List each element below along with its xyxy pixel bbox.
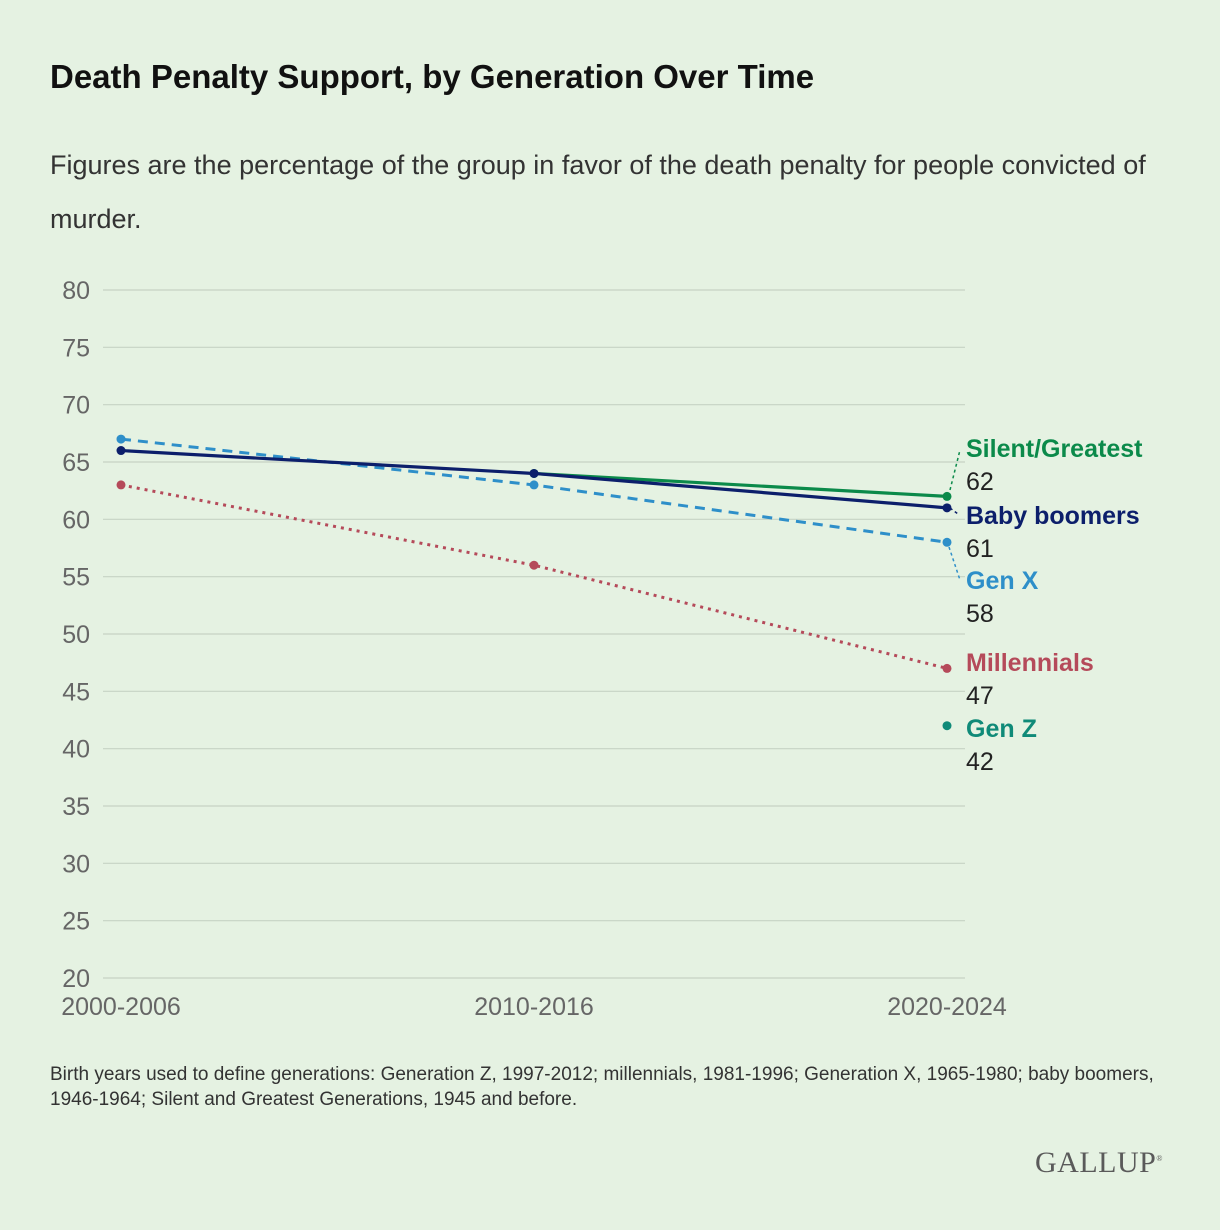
y-tick-label: 50 [62,621,90,649]
y-tick-label: 20 [62,965,90,993]
series-line [120,448,948,510]
y-tick-label: 35 [62,793,90,821]
data-point [942,721,952,731]
chart-title: Death Penalty Support, by Generation Ove… [50,58,815,95]
y-tick-label: 45 [62,678,90,706]
y-tick-label: 30 [62,850,90,878]
data-label: 58 [966,600,994,628]
data-label: 62 [966,468,994,496]
y-tick-label: 80 [62,277,90,305]
series-label: Gen X [966,567,1039,595]
series-line [120,483,948,670]
y-tick-label: 70 [62,392,90,420]
data-point [116,480,126,490]
data-point [942,663,952,673]
y-tick-label: 65 [62,449,90,477]
y-tick-label: 40 [62,736,90,764]
gallup-logo: GALLUP® [1035,1146,1163,1179]
data-point [942,491,952,501]
logo-text: GALLUP [1035,1146,1157,1179]
data-label: 42 [966,748,994,776]
x-tick-label: 2020-2024 [887,993,1007,1021]
data-point [942,503,952,513]
leader-line [948,546,961,581]
data-point [116,434,126,444]
leader-line [949,507,959,515]
chart-subtitle: Figures are the percentage of the group … [50,150,1146,234]
series-line [533,471,948,498]
series-label: Millennials [966,649,1094,677]
footnote: Birth years used to define generations: … [50,1064,1154,1110]
data-label: 47 [966,682,994,710]
data-point [529,480,539,490]
y-tick-label: 75 [62,334,90,362]
data-point [529,560,539,570]
data-point [942,537,952,547]
series-label: Baby boomers [966,502,1140,530]
series-label: Silent/Greatest [966,435,1143,463]
y-tick-label: 25 [62,908,90,936]
data-label: 61 [966,535,994,563]
data-point [529,468,539,478]
data-point [116,446,126,456]
leader-line [949,449,961,491]
series-label: Gen Z [966,715,1037,743]
y-tick-label: 55 [62,564,90,592]
x-tick-label: 2000-2006 [61,993,181,1021]
y-tick-label: 60 [62,506,90,534]
x-tick-label: 2010-2016 [474,993,594,1021]
